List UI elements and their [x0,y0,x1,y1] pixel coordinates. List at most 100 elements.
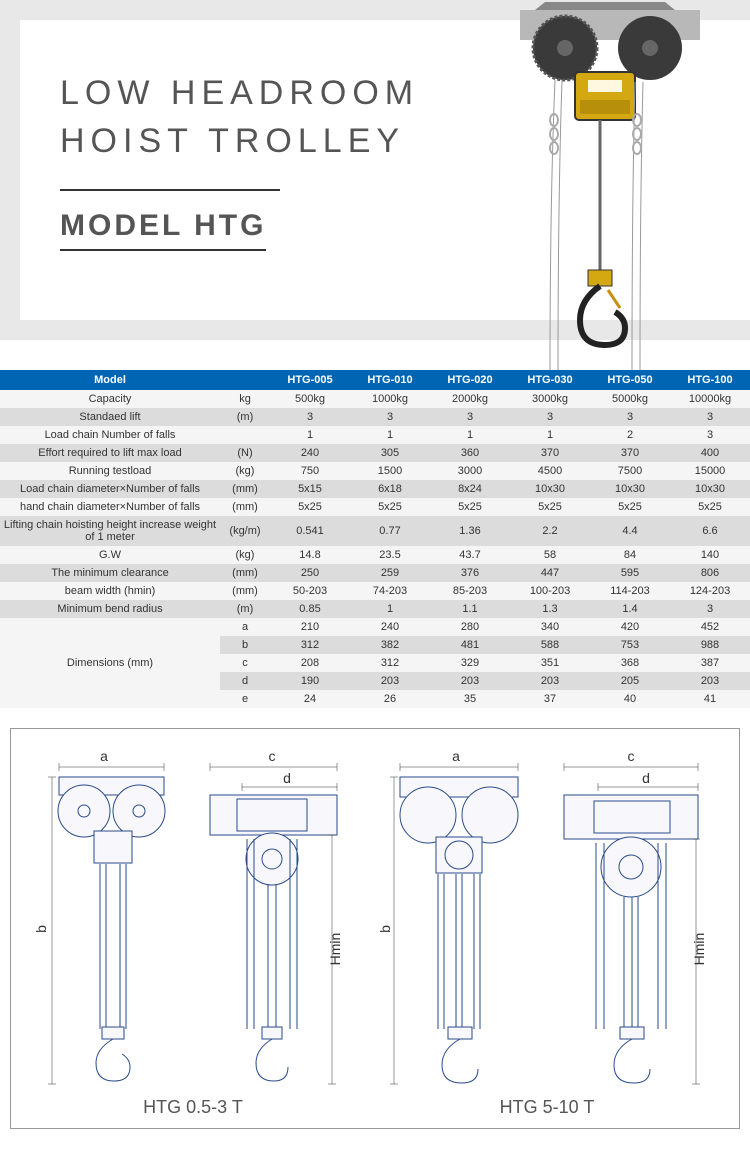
cell: 5x25 [670,498,750,516]
cell: 124-203 [670,582,750,600]
cell: 203 [350,672,430,690]
dim-key: e [220,690,270,708]
cell: 595 [590,564,670,582]
cell: 1.4 [590,600,670,618]
cell: 387 [670,654,750,672]
diagram-left-side: c d Hmin [192,749,352,1089]
cell: 100-203 [510,582,590,600]
svg-text:d: d [283,770,291,786]
cell: 4500 [510,462,590,480]
cell: 10000kg [670,390,750,408]
cell: 15000 [670,462,750,480]
cell: 1 [430,426,510,444]
cell: 58 [510,546,590,564]
cell: 240 [350,618,430,636]
cell: 205 [590,672,670,690]
cell: 5x15 [270,480,350,498]
cell: 7500 [590,462,670,480]
cell: 203 [670,672,750,690]
cell: 250 [270,564,350,582]
table-row: The minimum clearance(mm)250259376447595… [0,564,750,582]
row-unit: (mm) [220,498,270,516]
cell: 0.85 [270,600,350,618]
cell: 1.3 [510,600,590,618]
row-unit: (kg) [220,462,270,480]
cell: 3 [350,408,430,426]
cell: 4.4 [590,516,670,546]
cell: 50-203 [270,582,350,600]
row-label: Running testload [0,462,220,480]
cell: 114-203 [590,582,670,600]
cell: 23.5 [350,546,430,564]
diagram-right-side: c d Hmin [546,749,716,1089]
diagram-right-group: a b c d [378,749,716,1118]
cell: 85-203 [430,582,510,600]
row-unit: (m) [220,408,270,426]
col-htg010: HTG-010 [350,370,430,390]
table-row: Lifting chain hoisting height increase w… [0,516,750,546]
cell: 190 [270,672,350,690]
row-label: G.W [0,546,220,564]
table-row: Capacitykg500kg1000kg2000kg3000kg5000kg1… [0,390,750,408]
cell: 41 [670,690,750,708]
cell: 240 [270,444,350,462]
cell: 10x30 [590,480,670,498]
row-unit: (mm) [220,582,270,600]
cell: 400 [670,444,750,462]
row-label: Load chain diameter×Number of falls [0,480,220,498]
row-unit: (mm) [220,480,270,498]
cell: 368 [590,654,670,672]
cell: 14.8 [270,546,350,564]
row-label: Lifting chain hoisting height increase w… [0,516,220,546]
cell: 376 [430,564,510,582]
cell: 500kg [270,390,350,408]
svg-text:b: b [378,925,393,933]
row-label: Minimum bend radius [0,600,220,618]
dim-key: b [220,636,270,654]
table-row: beam width (hmin)(mm)50-20374-20385-2031… [0,582,750,600]
table-row: G.W(kg)14.823.543.75884140 [0,546,750,564]
table-row: hand chain diameter×Number of falls(mm)5… [0,498,750,516]
cell: 3000kg [510,390,590,408]
cell: 312 [270,636,350,654]
row-unit: (m) [220,600,270,618]
cell: 37 [510,690,590,708]
table-row: Dimensions (mm)a210240280340420452 [0,618,750,636]
table-row: Minimum bend radius(m)0.8511.11.31.43 [0,600,750,618]
cell: 6.6 [670,516,750,546]
cell: 2000kg [430,390,510,408]
svg-text:d: d [642,770,650,786]
diagram-left-caption: HTG 0.5-3 T [34,1097,352,1118]
diagram-right-caption: HTG 5-10 T [378,1097,716,1118]
cell: 5000kg [590,390,670,408]
cell: 0.77 [350,516,430,546]
cell: 588 [510,636,590,654]
row-label: beam width (hmin) [0,582,220,600]
row-label: Standaed lift [0,408,220,426]
cell: 1 [350,600,430,618]
cell: 10x30 [510,480,590,498]
dim-key: c [220,654,270,672]
cell: 210 [270,618,350,636]
table-row: Load chain Number of falls111123 [0,426,750,444]
table-row: Standaed lift(m)333333 [0,408,750,426]
row-label: Load chain Number of falls [0,426,220,444]
row-label: The minimum clearance [0,564,220,582]
cell: 2.2 [510,516,590,546]
cell: 1 [510,426,590,444]
cell: 40 [590,690,670,708]
table-row: Load chain diameter×Number of falls(mm)5… [0,480,750,498]
cell: 305 [350,444,430,462]
row-label: Capacity [0,390,220,408]
cell: 5x25 [350,498,430,516]
dim-key: a [220,618,270,636]
cell: 84 [590,546,670,564]
cell: 3 [670,600,750,618]
col-htg005: HTG-005 [270,370,350,390]
diagram-left-group: a b c d [34,749,352,1118]
cell: 24 [270,690,350,708]
header-panel: LOW HEADROOM HOIST TROLLEY MODEL HTG [0,0,750,340]
table-row: Running testload(kg)75015003000450075001… [0,462,750,480]
technical-diagrams: a b c d [10,728,740,1129]
cell: 481 [430,636,510,654]
